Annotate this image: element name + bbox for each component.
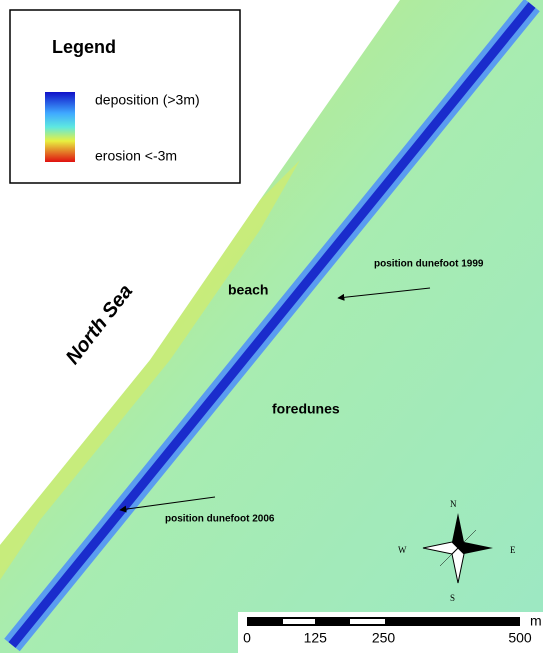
page: Legend deposition (>3m) erosion <-3m Nor… bbox=[0, 0, 543, 653]
compass-w: W bbox=[398, 545, 407, 555]
dunefoot-2006-label: position dunefoot 2006 bbox=[165, 514, 275, 525]
legend-high: deposition (>3m) bbox=[95, 92, 200, 108]
map: Legend deposition (>3m) erosion <-3m Nor… bbox=[0, 0, 543, 653]
compass-e: E bbox=[510, 545, 516, 555]
compass-n: N bbox=[450, 499, 457, 509]
compass-s: S bbox=[450, 593, 455, 603]
legend-low: erosion <-3m bbox=[95, 148, 177, 164]
legend-colorbar bbox=[45, 92, 75, 162]
scale-tick-label: 125 bbox=[304, 630, 328, 646]
scale-tick-label: 0 bbox=[243, 630, 251, 646]
dunefoot-1999-label: position dunefoot 1999 bbox=[374, 259, 484, 270]
scale-tick-label: 500 bbox=[508, 630, 532, 646]
foredunes-label: foredunes bbox=[272, 401, 340, 417]
scale-tick-label: 250 bbox=[372, 630, 396, 646]
legend-title: Legend bbox=[52, 37, 116, 57]
scale-bar bbox=[247, 617, 520, 626]
scale-unit: m bbox=[530, 613, 542, 629]
beach-label: beach bbox=[228, 282, 268, 298]
